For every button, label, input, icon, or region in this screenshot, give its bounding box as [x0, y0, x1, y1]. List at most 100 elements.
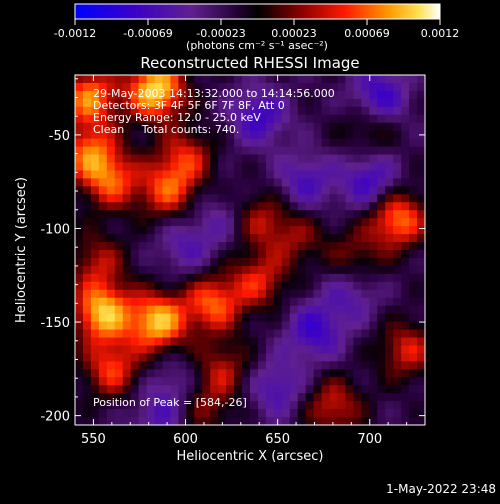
heatmap-cell [242, 265, 251, 275]
heatmap-cell [297, 242, 307, 251]
heatmap-cell [146, 162, 156, 172]
heatmap-cell [313, 313, 323, 323]
heatmap-cell [186, 170, 195, 179]
heatmap-cell [337, 369, 347, 378]
heatmap-cell [321, 409, 331, 418]
heatmap-cell [417, 178, 425, 187]
heatmap-cell [106, 409, 116, 418]
heatmap-cell [194, 409, 203, 418]
heatmap-cell [210, 178, 219, 187]
heatmap-cell [178, 257, 187, 267]
heatmap-cell [210, 321, 219, 331]
heatmap-cell [98, 130, 108, 140]
heatmap-cell [170, 409, 179, 418]
heatmap-cell [361, 297, 370, 307]
heatmap-cell [98, 313, 108, 323]
chart-title: Reconstructed RHESSI Image [140, 54, 359, 72]
heatmap-cell [321, 385, 331, 394]
heatmap-cell [337, 218, 347, 227]
heatmap-cell [202, 194, 211, 203]
heatmap-cell [138, 361, 148, 370]
heatmap-cell [337, 329, 347, 339]
heatmap-cell [385, 401, 394, 410]
heatmap-cell [305, 82, 315, 92]
heatmap-cell [281, 393, 291, 402]
heatmap-cell [257, 75, 267, 84]
heatmap-cell [146, 265, 156, 275]
x-axis: 550 600 650 700 [74, 75, 426, 447]
heatmap-cell [337, 75, 347, 84]
heatmap-cell [289, 250, 299, 259]
heatmap-cell [417, 250, 425, 259]
heatmap-cell [273, 401, 283, 410]
heatmap-cell [106, 250, 116, 259]
heatmap-cell [130, 194, 140, 203]
heatmap-cell [154, 130, 164, 140]
heatmap-cell [297, 305, 307, 315]
heatmap-cell [329, 186, 339, 195]
heatmap-cell [98, 122, 108, 132]
heatmap-cell [186, 186, 195, 195]
heatmap-cell [345, 361, 354, 370]
heatmap-cell [90, 226, 100, 235]
heatmap-cell [281, 417, 291, 425]
heatmap-cell [178, 361, 187, 370]
heatmap-cell [409, 257, 418, 267]
heatmap-cell [202, 186, 211, 195]
heatmap-cell [162, 194, 172, 203]
heatmap-cell [186, 250, 195, 259]
heatmap-cell [361, 250, 370, 259]
heatmap-cell [281, 234, 291, 243]
heatmap-cell [90, 353, 100, 362]
heatmap-cell [90, 385, 100, 394]
heatmap-cell [361, 202, 370, 211]
heatmap-cell [138, 122, 148, 132]
heatmap-cell [154, 162, 164, 172]
heatmap-cell [369, 417, 378, 425]
heatmap-cell [361, 273, 370, 283]
heatmap-cell [409, 281, 418, 291]
heatmap-cell [361, 210, 370, 219]
heatmap-cell [138, 305, 148, 315]
heatmap-cell [202, 369, 211, 378]
heatmap-cell [75, 210, 84, 219]
heatmap-cell [257, 297, 267, 307]
heatmap-cell [409, 194, 418, 203]
heatmap-cell [106, 186, 116, 195]
heatmap-cell [257, 242, 267, 251]
heatmap-cell [82, 273, 92, 283]
heatmap-cell [114, 297, 124, 307]
heatmap-cell [218, 297, 227, 307]
heatmap-cell [98, 329, 108, 339]
heatmap-cell [226, 146, 235, 156]
heatmap-cell [178, 305, 187, 315]
heatmap-cell [75, 337, 84, 347]
heatmap-cell [82, 313, 92, 323]
heatmap-cell [218, 138, 227, 148]
heatmap-cell [329, 417, 339, 425]
heatmap-cell [170, 218, 179, 227]
heatmap-cell [257, 353, 267, 362]
heatmap-cell [281, 138, 291, 148]
heatmap-cell [361, 377, 370, 386]
heatmap-cell [170, 313, 179, 323]
heatmap-cell [178, 369, 187, 378]
heatmap-cell [75, 401, 84, 410]
heatmap-cell [98, 353, 108, 362]
heatmap-cell [289, 154, 299, 164]
heatmap-cell [194, 242, 203, 251]
heatmap-cell [186, 257, 195, 267]
heatmap-cell [146, 202, 156, 211]
heatmap-cell [297, 409, 307, 418]
heatmap-cell [75, 234, 84, 243]
heatmap-cell [226, 106, 235, 116]
heatmap-cell [226, 289, 235, 299]
heatmap-cell [369, 289, 378, 299]
heatmap-cell [361, 234, 370, 243]
heatmap-cell [401, 329, 410, 339]
heatmap-cell [178, 210, 187, 219]
heatmap-cell [234, 265, 243, 275]
heatmap-cell [337, 297, 347, 307]
heatmap-cell [210, 210, 219, 219]
heatmap-cell [122, 337, 132, 347]
